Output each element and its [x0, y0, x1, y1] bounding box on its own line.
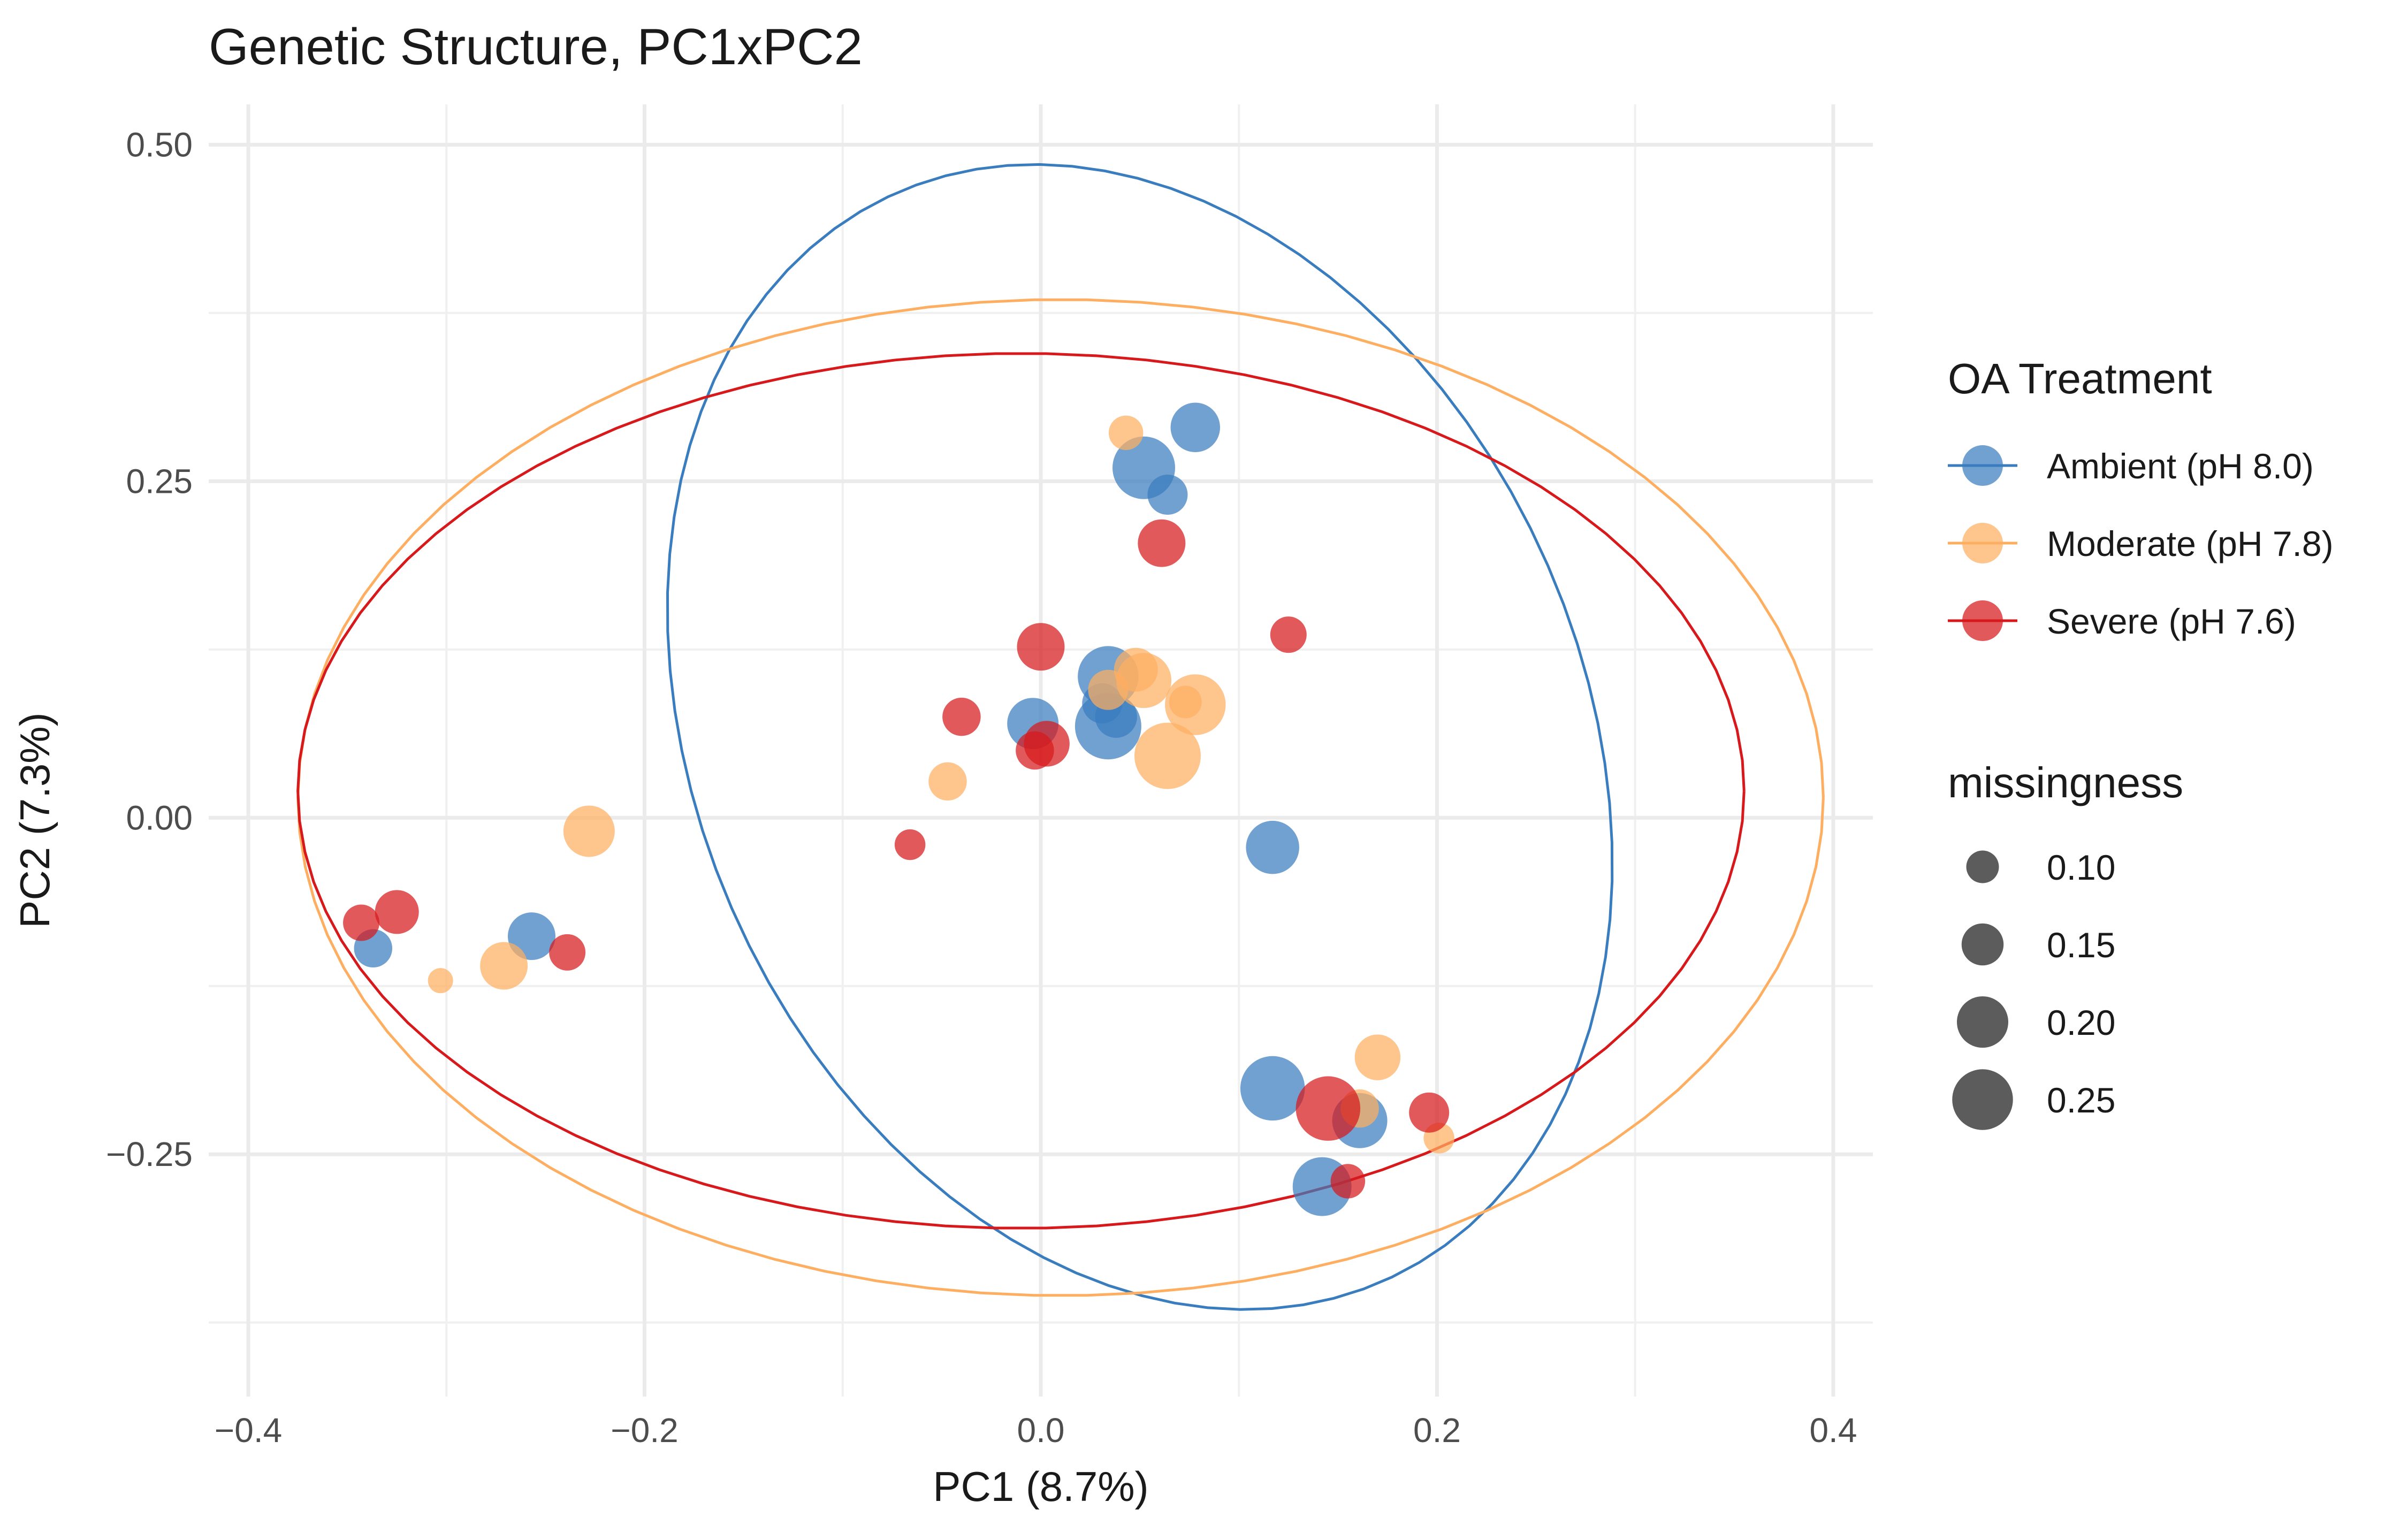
- point-severe: [1024, 721, 1070, 767]
- legend-label-moderate: Moderate (pH 7.8): [2047, 524, 2334, 563]
- y-tick-label: 0.00: [126, 798, 193, 837]
- x-tick-label: 0.2: [1413, 1411, 1461, 1450]
- size-legend-label: 0.25: [2047, 1080, 2115, 1120]
- y-tick-label: −0.25: [106, 1135, 193, 1173]
- size-legend: missingness 0.10 0.15 0.20 0.25: [1948, 759, 2183, 1130]
- x-tick-label: 0.0: [1017, 1411, 1065, 1450]
- point-severe: [549, 934, 586, 971]
- point-severe: [375, 890, 419, 934]
- ellipse-severe: [296, 352, 1746, 1230]
- point-severe: [894, 829, 926, 860]
- point-severe: [1017, 623, 1065, 671]
- size-legend-label: 0.20: [2047, 1003, 2115, 1042]
- point-moderate: [1134, 722, 1201, 789]
- point-moderate: [1354, 1034, 1401, 1080]
- ellipse-ambient: [666, 163, 1614, 1311]
- point-ambient: [1240, 1056, 1305, 1121]
- grid-major: [209, 104, 1873, 1397]
- legend-key-dot-moderate: [1962, 523, 2003, 563]
- y-tick-label: 0.50: [126, 125, 193, 164]
- point-severe: [1138, 519, 1186, 567]
- point-moderate: [1169, 685, 1202, 719]
- point-ambient: [1170, 402, 1221, 452]
- size-legend-dot: [1957, 996, 2008, 1048]
- x-axis-label: PC1 (8.7%): [933, 1463, 1148, 1510]
- point-ambient: [1147, 475, 1188, 515]
- legend-label-severe: Severe (pH 7.6): [2047, 601, 2296, 641]
- legend-label-ambient: Ambient (pH 8.0): [2047, 446, 2314, 486]
- point-severe: [942, 697, 981, 736]
- point-moderate: [1108, 415, 1144, 451]
- point-moderate: [928, 762, 967, 801]
- point-ambient: [1246, 820, 1299, 874]
- points: [343, 402, 1454, 1216]
- ellipse-moderate: [296, 298, 1825, 1297]
- size-legend-title: missingness: [1948, 759, 2183, 806]
- y-axis-ticks: −0.25 0.00 0.25 0.50: [106, 125, 193, 1173]
- x-axis-ticks: −0.4 −0.2 0.0 0.2 0.4: [215, 1411, 1857, 1450]
- size-legend-dot: [1961, 923, 2004, 966]
- point-severe: [1330, 1164, 1366, 1199]
- chart-title: Genetic Structure, PC1xPC2: [209, 18, 863, 75]
- legend-key-dot-ambient: [1962, 445, 2003, 486]
- size-legend-dot: [1952, 1069, 2013, 1130]
- color-legend: OA Treatment Ambient (pH 8.0) Moderate (p…: [1948, 355, 2334, 641]
- x-tick-label: −0.4: [215, 1411, 282, 1450]
- size-legend-label: 0.15: [2047, 925, 2115, 965]
- legend-key-dot-severe: [1962, 600, 2003, 641]
- point-moderate: [428, 968, 453, 994]
- size-legend-label: 0.10: [2047, 848, 2115, 887]
- point-severe: [1270, 616, 1307, 653]
- point-moderate: [1116, 653, 1172, 708]
- color-legend-title: OA Treatment: [1948, 355, 2212, 402]
- y-axis-label: PC2 (7.3%): [11, 712, 58, 928]
- point-ambient: [1075, 693, 1141, 760]
- x-tick-label: −0.2: [611, 1411, 678, 1450]
- point-severe: [1296, 1076, 1361, 1141]
- size-legend-dot: [1966, 850, 1999, 883]
- point-moderate: [1088, 669, 1129, 710]
- point-severe: [1409, 1092, 1450, 1133]
- point-severe: [343, 904, 380, 941]
- ellipses: [296, 163, 1825, 1311]
- x-tick-label: 0.4: [1809, 1411, 1857, 1450]
- point-moderate: [480, 942, 528, 990]
- y-tick-label: 0.25: [126, 462, 193, 500]
- point-moderate: [563, 805, 615, 857]
